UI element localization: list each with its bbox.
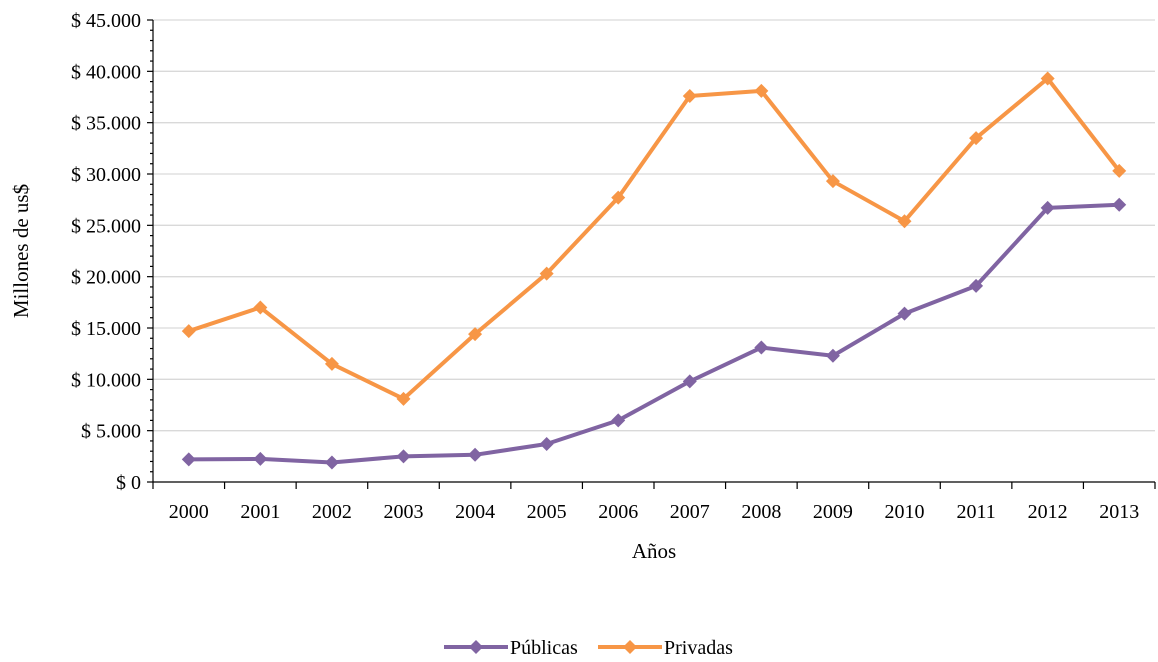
y-tick-label-0: $ 0: [116, 472, 141, 494]
y-tick-label-40000: $ 40.000: [71, 61, 141, 83]
data-point-públicas-2012: [1040, 200, 1055, 215]
gridlines: [153, 19, 1155, 432]
data-point-públicas-2010: [897, 306, 912, 321]
data-point-públicas-2004: [468, 447, 483, 462]
x-tick-label-2013: 2013: [1099, 501, 1139, 523]
legend-item-públicas: Públicas: [444, 637, 578, 659]
series-públicas: [181, 197, 1127, 470]
data-point-privadas-2006: [611, 190, 626, 205]
x-tick-label-2000: 2000: [169, 501, 209, 523]
data-point-públicas-2008: [754, 340, 769, 355]
x-axis-title: Años: [632, 539, 676, 563]
series-privadas: [181, 71, 1127, 406]
data-point-privadas-2001: [253, 300, 268, 315]
y-tick-label-30000: $ 30.000: [71, 164, 141, 186]
data-point-privadas-2003: [396, 391, 411, 406]
y-tick-label-35000: $ 35.000: [71, 113, 141, 135]
data-point-públicas-2009: [825, 348, 840, 363]
data-point-privadas-2004: [468, 327, 483, 342]
legend-marker-públicas: [469, 640, 483, 654]
data-point-privadas-2012: [1040, 71, 1055, 86]
x-tick-label-2010: 2010: [885, 501, 925, 523]
x-tick-label-2011: 2011: [956, 501, 995, 523]
data-point-privadas-2000: [181, 324, 196, 339]
x-tick-label-2009: 2009: [813, 501, 853, 523]
series-line-privadas: [186, 76, 1122, 401]
x-tick-label-2002: 2002: [312, 501, 352, 523]
data-point-privadas-2005: [539, 266, 554, 281]
legend-item-privadas: Privadas: [598, 637, 733, 659]
data-point-públicas-2007: [682, 374, 697, 389]
x-axis-ticks: 2000 2001 2002 2003 2004 2005 2006 2007 2008 2009…: [152, 482, 1156, 523]
data-point-públicas-2003: [396, 449, 411, 464]
legend-label-públicas: Públicas: [510, 637, 578, 659]
data-point-públicas-2013: [1112, 197, 1127, 212]
series-line-públicas: [186, 202, 1122, 465]
data-point-privadas-2010: [897, 214, 912, 229]
y-tick-label-45000: $ 45.000: [71, 10, 141, 32]
data-point-privadas-2008: [754, 83, 769, 98]
x-tick-label-2006: 2006: [598, 501, 638, 523]
data-point-públicas-2001: [253, 451, 268, 466]
data-point-públicas-2000: [181, 452, 196, 467]
data-point-públicas-2011: [969, 278, 984, 293]
series-layer: [181, 71, 1127, 470]
y-tick-label-10000: $ 10.000: [71, 369, 141, 391]
data-point-públicas-2005: [539, 437, 554, 452]
legend: Públicas Privadas: [444, 637, 733, 659]
legend-marker-privadas: [623, 640, 637, 654]
y-tick-label-15000: $ 15.000: [71, 318, 141, 340]
data-point-privadas-2011: [969, 131, 984, 146]
y-tick-label-20000: $ 20.000: [71, 267, 141, 289]
x-tick-label-2012: 2012: [1028, 501, 1068, 523]
x-tick-label-2007: 2007: [670, 501, 710, 523]
y-axis-title: Millones de us$: [9, 184, 33, 318]
data-point-privadas-2013: [1112, 163, 1127, 178]
y-axis-ticks: $ 0 $ 5.000 $ 10.000 $ 15.000 $ 20.000 $ 25.0…: [71, 10, 153, 494]
data-point-públicas-2006: [611, 413, 626, 428]
y-tick-label-25000: $ 25.000: [71, 215, 141, 237]
data-point-privadas-2002: [324, 356, 339, 371]
y-tick-label-5000: $ 5.000: [81, 421, 141, 443]
x-tick-label-2001: 2001: [240, 501, 280, 523]
x-tick-label-2004: 2004: [455, 501, 495, 523]
data-point-privadas-2007: [682, 88, 697, 103]
x-tick-label-2005: 2005: [527, 501, 567, 523]
legend-label-privadas: Privadas: [664, 637, 733, 659]
x-tick-label-2003: 2003: [384, 501, 424, 523]
data-point-privadas-2009: [825, 174, 840, 189]
axes: [152, 20, 1155, 483]
data-point-públicas-2002: [324, 455, 339, 470]
x-tick-label-2008: 2008: [741, 501, 781, 523]
